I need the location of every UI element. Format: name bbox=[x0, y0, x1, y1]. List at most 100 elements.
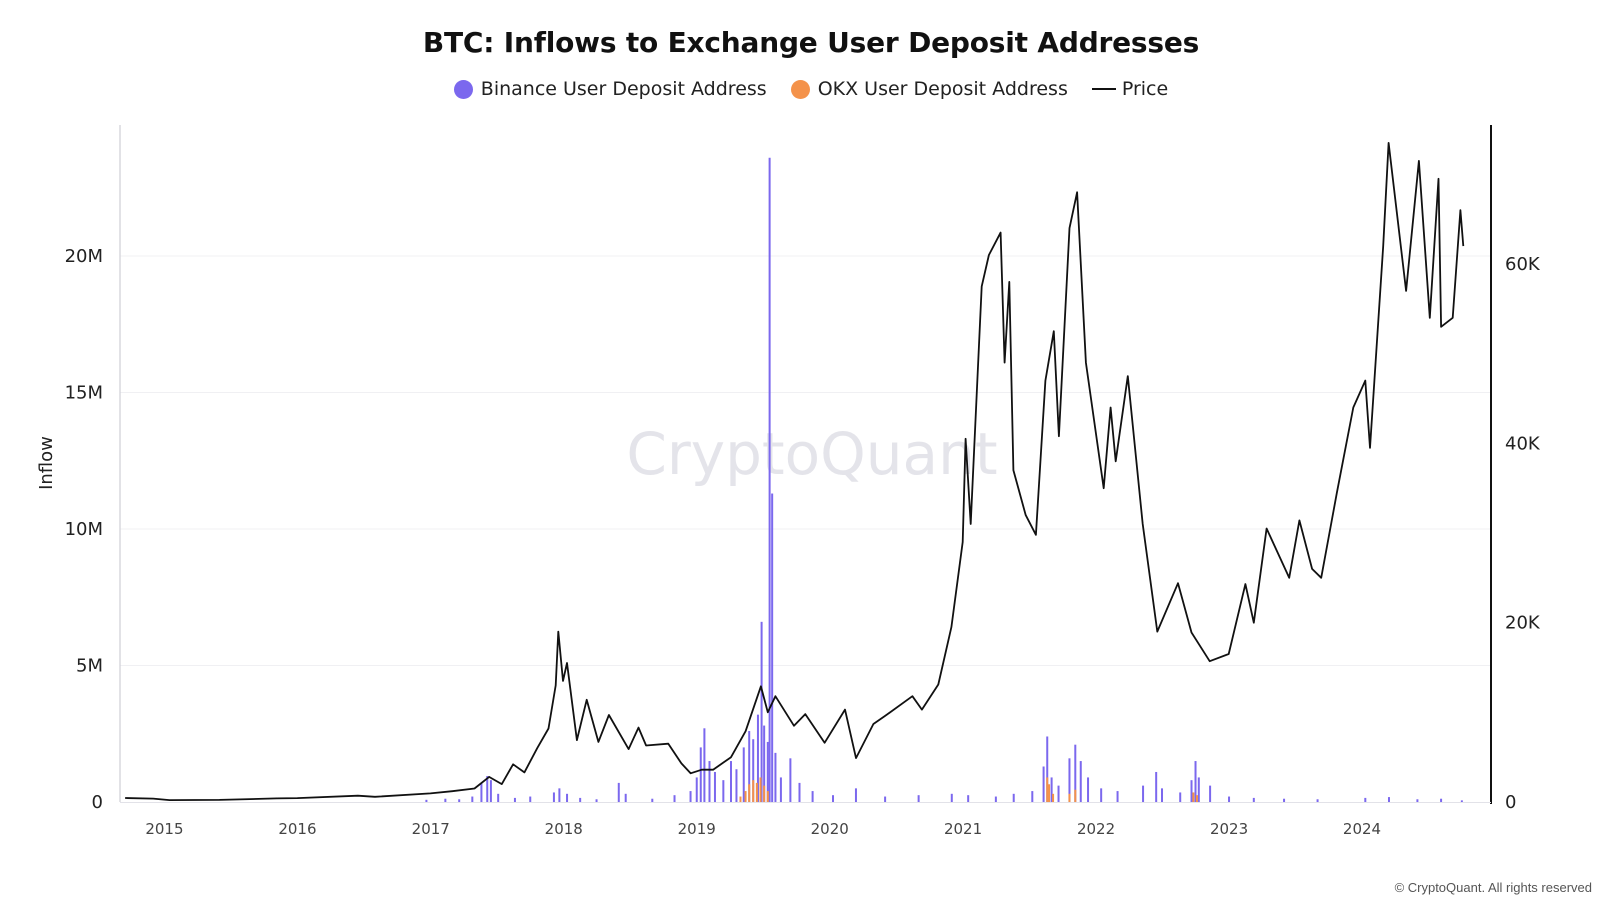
x-tick-label: 2021 bbox=[944, 820, 982, 838]
legend-item-okx[interactable]: OKX User Deposit Address bbox=[790, 78, 1068, 100]
y2-tick-label: 60K bbox=[1505, 254, 1541, 275]
binance-inflow-bar bbox=[513, 797, 516, 802]
binance-inflow-bar bbox=[566, 793, 569, 802]
okx-inflow-bar bbox=[748, 784, 751, 802]
binance-inflow-bar bbox=[486, 776, 489, 802]
binance-inflow-bar bbox=[708, 761, 711, 802]
binance-inflow-bar bbox=[673, 795, 676, 802]
binance-inflow-bar bbox=[1364, 797, 1367, 802]
okx-inflow-bar bbox=[1068, 793, 1071, 802]
binance-inflow-bar bbox=[1074, 744, 1077, 802]
y2-tick-label: 20K bbox=[1505, 613, 1541, 634]
binance-inflow-bar bbox=[458, 799, 461, 802]
y-tick-label: 10M bbox=[65, 519, 103, 540]
binance-inflow-bar bbox=[480, 782, 483, 802]
okx-inflow-bar bbox=[1048, 784, 1051, 802]
x-tick-label: 2023 bbox=[1210, 820, 1248, 838]
okx-inflow-bar bbox=[759, 777, 762, 802]
legend-item-price[interactable]: Price bbox=[1091, 78, 1169, 100]
y2-tick-label: 40K bbox=[1505, 433, 1541, 454]
binance-inflow-bar bbox=[1050, 777, 1053, 802]
chart-axes bbox=[119, 125, 1492, 804]
okx-inflow-bar bbox=[763, 785, 766, 802]
binance-inflow-bar bbox=[779, 777, 782, 802]
y-axis-title: Inflow bbox=[36, 436, 57, 490]
binance-inflow-bar bbox=[1046, 736, 1049, 802]
legend-label-binance: Binance User Deposit Address bbox=[480, 78, 767, 100]
legend-item-binance[interactable]: Binance User Deposit Address bbox=[453, 78, 767, 100]
y-tick-label: 20M bbox=[65, 246, 103, 267]
x-tick-label: 2024 bbox=[1343, 820, 1381, 838]
okx-inflow-bar bbox=[766, 791, 769, 802]
binance-inflow-bar bbox=[651, 798, 654, 802]
binance-inflow-bar bbox=[695, 777, 698, 802]
chart-title: BTC: Inflows to Exchange User Deposit Ad… bbox=[422, 26, 1200, 59]
binance-inflow-bar bbox=[579, 797, 582, 802]
binance-inflow-bar bbox=[699, 747, 702, 802]
binance-inflow-bar bbox=[703, 728, 706, 802]
binance-inflow-bar bbox=[1179, 792, 1182, 802]
x-tick-label: 2018 bbox=[545, 820, 583, 838]
binance-inflow-bar bbox=[1057, 785, 1060, 802]
x-tick-label: 2020 bbox=[811, 820, 849, 838]
watermark: CryptoQuant bbox=[626, 420, 997, 488]
binance-inflow-bar bbox=[1068, 758, 1071, 802]
binance-inflow-bar bbox=[471, 796, 474, 802]
y-tick-label: 5M bbox=[76, 656, 103, 677]
binance-inflow-bar bbox=[425, 799, 428, 802]
binance-inflow-bar bbox=[994, 796, 997, 802]
legend-dot-okx bbox=[790, 79, 810, 99]
chart-legend: Binance User Deposit Address OKX User De… bbox=[0, 78, 1622, 100]
binance-inflow-bar bbox=[1252, 797, 1255, 802]
binance-inflow-bar bbox=[497, 793, 500, 802]
binance-inflow-bar bbox=[1283, 798, 1286, 802]
binance-inflow-bar bbox=[917, 795, 920, 802]
legend-dot-binance bbox=[453, 79, 473, 99]
binance-inflow-bar bbox=[624, 793, 627, 802]
x-tick-label: 2015 bbox=[145, 820, 183, 838]
binance-inflow-bar bbox=[558, 788, 561, 802]
price-series bbox=[125, 142, 1465, 801]
binance-inflow-bar bbox=[1042, 766, 1045, 802]
binance-inflow-bar bbox=[1460, 800, 1463, 802]
copyright-notice: © CryptoQuant. All rights reserved bbox=[1394, 880, 1592, 895]
legend-label-price: Price bbox=[1121, 78, 1169, 100]
binance-inflow-bar bbox=[1209, 785, 1212, 802]
binance-inflow-bar bbox=[768, 157, 771, 803]
binance-inflow-bar bbox=[752, 739, 755, 802]
binance-inflow-bar bbox=[1387, 797, 1390, 802]
okx-inflow-bar bbox=[739, 796, 742, 802]
okx-inflow-bar bbox=[1074, 789, 1077, 802]
binance-inflow-bar bbox=[789, 758, 792, 802]
x-tick-label: 2017 bbox=[412, 820, 450, 838]
binance-inflow-bar bbox=[1142, 785, 1145, 802]
binance-inflow-bar bbox=[742, 747, 745, 802]
binance-inflow-bar bbox=[798, 782, 801, 802]
binance-inflow-bar bbox=[1197, 777, 1200, 802]
y-tick-label: 0 bbox=[92, 792, 103, 813]
binance-inflow-bar bbox=[1416, 799, 1419, 802]
okx-inflow-bar bbox=[1052, 793, 1055, 802]
binance-inflow-bar bbox=[529, 796, 532, 802]
binance-inflow-bar bbox=[617, 782, 620, 802]
binance-inflow-bar bbox=[1440, 798, 1443, 802]
binance-inflow-bar bbox=[1116, 791, 1119, 802]
binance-inflow-bar bbox=[748, 731, 751, 802]
tick-labels: 0 5M 10M 15M 20M 0 20K 40K 60K 2015 2016 2017 2018 20… bbox=[65, 246, 1541, 838]
binance-inflow-bar bbox=[811, 791, 814, 802]
binance-inflow-bar bbox=[1190, 780, 1193, 802]
grid-lines bbox=[120, 255, 1491, 667]
binance-inflow-bar bbox=[854, 788, 857, 802]
okx-inflow-bar bbox=[755, 782, 758, 802]
binance-inflow-bar bbox=[444, 798, 447, 802]
x-tick-label: 2019 bbox=[678, 820, 716, 838]
okx-inflow-bar bbox=[744, 791, 747, 802]
binance-inflow-bar bbox=[967, 795, 970, 802]
binance-inflow-bar bbox=[766, 741, 769, 802]
okx-inflow-bar bbox=[1192, 792, 1195, 802]
binance-inflow-bar bbox=[950, 793, 953, 802]
binance-inflow-bar bbox=[763, 725, 766, 802]
binance-inflow-bar bbox=[1194, 761, 1197, 802]
binance-inflow-bar bbox=[1161, 788, 1164, 802]
